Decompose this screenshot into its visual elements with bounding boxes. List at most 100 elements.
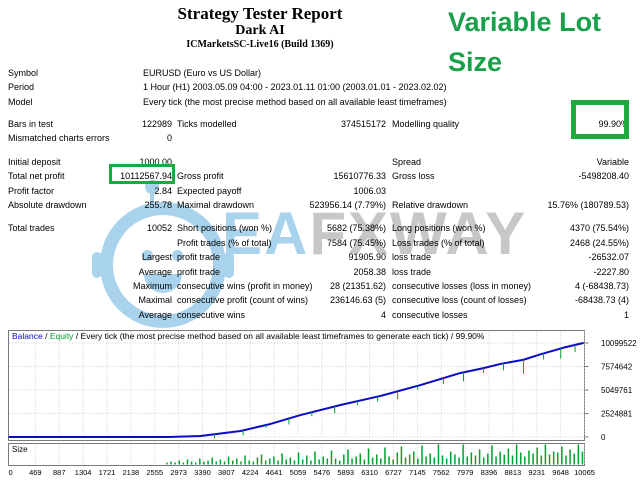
lot-size-bar [351, 458, 353, 465]
stat-label: Period [8, 82, 35, 93]
x-tick-label: 0 [9, 468, 13, 477]
stat-label: consecutive losses [392, 309, 468, 320]
lot-size-bar [561, 446, 563, 465]
stat-row: Profit factor 2.84 Expected payoff 1006.03 [0, 185, 640, 199]
stat-label: profit trade [177, 252, 221, 263]
lot-size-bar [474, 455, 477, 465]
stat-label: Relative drawdown [392, 200, 469, 210]
stat-value: 15.76% (180789.53) [547, 200, 629, 210]
stat-value: Variable [596, 156, 629, 167]
lot-size-bar [429, 453, 431, 465]
lot-size-bar [166, 462, 168, 465]
stat-value: Every tick (the most precise method base… [143, 96, 447, 107]
highlight-box-modelling-quality [571, 100, 629, 139]
lot-size-bar [371, 457, 374, 465]
size-panel [8, 443, 585, 466]
stat-value: 1 Hour (H1) 2003.05.09 04:00 - 2023.01.1… [143, 82, 447, 93]
lot-size-bar [380, 458, 382, 465]
lot-size-bar [565, 455, 567, 465]
stat-row: Largest profit trade 91905.90 loss trade -26… [0, 251, 640, 265]
lot-size-bar [478, 449, 481, 465]
lot-size-bar [264, 460, 267, 465]
y-tick-label: 0 [601, 433, 606, 442]
lot-size-bar [532, 453, 534, 465]
stat-label: Profit factor [8, 185, 55, 196]
stat-value: 2058.38 [353, 266, 386, 277]
stat-label: Symbol [8, 68, 39, 78]
lot-size-bar [277, 460, 279, 465]
lot-size-bar [281, 453, 283, 465]
lot-size-bar [293, 460, 296, 465]
lot-size-bar [519, 452, 522, 465]
lot-size-bar [421, 445, 423, 465]
stat-label: loss trade [392, 266, 432, 277]
lot-size-bar [569, 449, 571, 465]
stat-row: Total net profit 10112567.94 Gross profit 1… [0, 170, 640, 184]
x-tick-label: 9648 [552, 468, 569, 477]
x-tick-label: 5059 [290, 468, 307, 477]
lot-size-bar [289, 457, 292, 465]
balance-line [8, 341, 584, 438]
lot-size-bar [219, 459, 222, 465]
lot-size-bar [384, 447, 386, 465]
x-tick-label: 5893 [337, 468, 354, 477]
lot-size-bar [343, 454, 345, 465]
lot-size-bar [194, 462, 197, 465]
stat-label: Expected payoff [177, 185, 242, 196]
lot-size-bar [445, 458, 448, 465]
highlight-box-total-net-profit [109, 164, 175, 184]
x-tick-label: 7145 [409, 468, 426, 477]
lot-size-bar [256, 457, 259, 465]
lot-size-bar [318, 459, 320, 465]
stat-value: Maximal [138, 295, 172, 306]
lot-size-bar [417, 458, 419, 465]
stat-value: -2227.80 [593, 266, 629, 277]
stat-label: consecutive losses (loss in money) [392, 281, 532, 291]
lot-size-bar [273, 456, 275, 465]
lot-size-bar [573, 453, 575, 465]
lot-size-bar [297, 452, 300, 465]
stat-label: loss trade [392, 252, 432, 263]
lot-size-bar [396, 452, 399, 465]
lot-size-bar [174, 462, 176, 465]
lot-size-bar [190, 461, 193, 465]
stat-label: Initial deposit [8, 156, 61, 167]
stat-row: Bars in test 122989 Ticks modelled 37451517… [0, 118, 640, 132]
lot-size-bar [269, 458, 271, 465]
lot-size-bar [244, 455, 246, 465]
stat-label: Gross profit [177, 171, 224, 182]
lot-size-bar [408, 454, 411, 465]
y-tick-label: 7574642 [601, 363, 633, 372]
lot-size-bar [433, 457, 436, 465]
lot-size-bar [548, 454, 551, 465]
x-tick-label: 469 [29, 468, 42, 477]
stat-value: 4370 (75.54%) [569, 223, 629, 234]
x-tick-label: 1304 [75, 468, 92, 477]
stat-row: Total trades 10052 Short positions (won %)… [0, 222, 640, 236]
x-tick-label: 7562 [433, 468, 450, 477]
stat-value: 0 [166, 133, 172, 144]
lot-size-bar [236, 458, 238, 465]
lot-size-bar [536, 447, 538, 465]
x-tick-label: 4224 [242, 468, 259, 477]
info-row: Model Every tick (the most precise method… [0, 96, 640, 110]
stat-label: Ticks modelled [177, 119, 237, 129]
stat-row: Maximal consecutive profit (count of wins… [0, 294, 640, 308]
lot-size-bar [203, 461, 205, 465]
stat-value: 99.90% [598, 119, 629, 129]
stat-row: Mismatched charts errors 0 [0, 132, 640, 146]
stat-label: consecutive loss (count of losses) [392, 295, 527, 306]
stat-value: 1 [623, 309, 629, 320]
lot-size-bar [211, 457, 213, 465]
x-tick-label: 4641 [266, 468, 283, 477]
stat-value: Average [138, 266, 172, 277]
stat-value: Maximum [132, 281, 172, 291]
stat-value: 1000.00 [139, 156, 172, 167]
stat-value: 523956.14 (7.79%) [309, 200, 386, 210]
stat-label: Total trades [8, 223, 55, 234]
stat-label: Modelling quality [392, 119, 460, 129]
lot-size-bar [314, 451, 316, 465]
lot-size-bar [454, 454, 456, 465]
stat-value: 374515172 [340, 119, 386, 129]
